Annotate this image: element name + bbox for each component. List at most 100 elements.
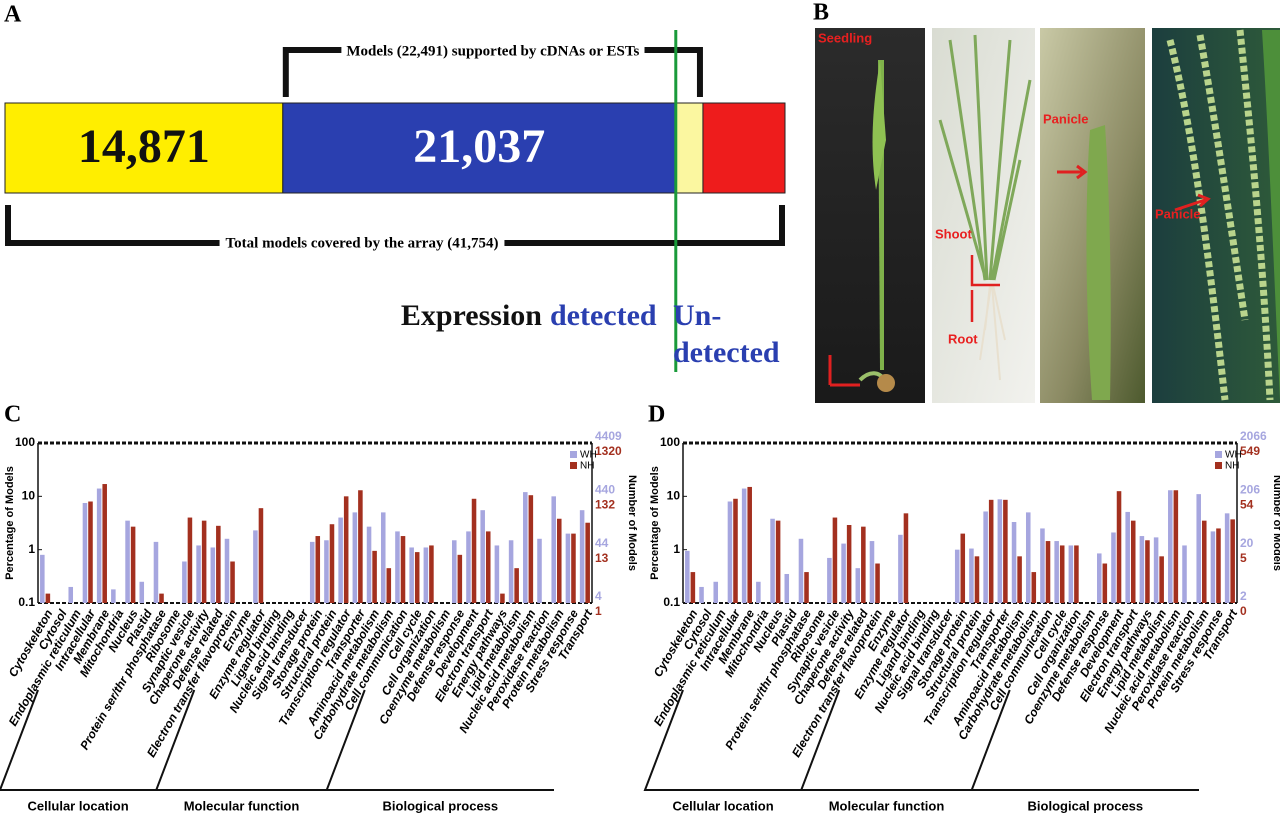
- bar: [102, 484, 107, 603]
- bar: [508, 540, 514, 603]
- bar: [358, 490, 363, 603]
- bar: [1045, 541, 1051, 603]
- panel-letter: D: [648, 402, 665, 428]
- bar: [556, 518, 562, 603]
- bar: [1116, 491, 1122, 603]
- photo-label: Root: [948, 331, 978, 346]
- bar: [480, 510, 485, 603]
- bar: [1182, 545, 1187, 603]
- group-label: Cellular location: [28, 798, 129, 813]
- bar: [130, 526, 136, 603]
- bar: [1230, 519, 1235, 603]
- bar: [741, 488, 747, 603]
- bar: [1040, 528, 1045, 603]
- bar: [1102, 563, 1108, 603]
- y-tick-label: 10: [667, 489, 681, 503]
- bar: [187, 517, 193, 603]
- bar: [224, 538, 230, 603]
- bar: [329, 524, 335, 603]
- y2-tick-label: 4409: [595, 429, 622, 443]
- bar: [983, 511, 988, 603]
- bar: [258, 508, 264, 603]
- photo-label: Panicle: [1043, 111, 1089, 126]
- bar: [366, 526, 372, 603]
- bracket-label: Models (22,491) supported by cDNAs or ES…: [346, 43, 639, 59]
- bar: [429, 545, 434, 603]
- bar: [1201, 520, 1207, 603]
- bar: [494, 545, 500, 603]
- y2-axis-title: Number of Models: [1271, 475, 1280, 571]
- bar: [423, 547, 429, 603]
- bar: [770, 518, 775, 603]
- bar: [855, 568, 861, 603]
- bar: [579, 510, 585, 603]
- bar: [969, 548, 974, 603]
- label-bg: [219, 235, 505, 252]
- bar: [352, 512, 358, 603]
- legend-label: WH: [1225, 450, 1242, 461]
- y2-tick-label: 132: [595, 498, 615, 512]
- legend-label: WH: [580, 450, 597, 461]
- panel-letter: B: [813, 0, 829, 26]
- y2-tick-label: 1: [595, 604, 602, 618]
- bar: [111, 589, 116, 603]
- bar: [798, 538, 804, 603]
- bar: [565, 533, 571, 603]
- y2-tick-label: 549: [1240, 444, 1260, 458]
- bar: [343, 496, 349, 603]
- bar: [775, 520, 781, 603]
- bar: [690, 572, 696, 603]
- bar: [1196, 494, 1201, 603]
- bar: [869, 541, 875, 603]
- bar: [309, 541, 315, 603]
- group-bracket: [970, 689, 1199, 791]
- detected-label: detected: [550, 299, 657, 332]
- y-tick-label: 100: [15, 435, 35, 449]
- y2-tick-label: 20: [1240, 536, 1254, 550]
- y2-tick-label: 4: [595, 589, 602, 603]
- bar: [1168, 490, 1173, 603]
- bar: [96, 488, 102, 603]
- bar: [1145, 540, 1150, 603]
- photos: [815, 28, 1280, 403]
- y2-tick-label: 206: [1240, 483, 1260, 497]
- bar: [216, 525, 221, 603]
- legend-swatch: [1215, 451, 1222, 458]
- photo-label: Panicle: [1155, 206, 1201, 221]
- photo-label: Shoot: [935, 226, 972, 241]
- bar: [500, 593, 505, 603]
- legend-swatch: [570, 451, 577, 458]
- legend-label: NH: [580, 461, 594, 472]
- segment-label: 14,871: [78, 120, 210, 173]
- bar: [997, 499, 1003, 603]
- legend-label: NH: [1225, 461, 1239, 472]
- bar: [1059, 545, 1065, 603]
- bar: [471, 498, 477, 603]
- bar: [514, 568, 519, 603]
- bar-segment: [282, 102, 677, 194]
- group-bracket: [643, 689, 802, 791]
- bar: [988, 499, 994, 603]
- bar: [523, 492, 528, 603]
- bar: [551, 496, 556, 603]
- photo-label: Seedling: [818, 30, 872, 45]
- bar: [201, 520, 207, 603]
- bar: [960, 533, 966, 603]
- y-tick-label: 0.1: [18, 595, 35, 609]
- group-label: Cellular location: [673, 798, 774, 813]
- bar: [861, 526, 866, 603]
- bar: [685, 550, 690, 603]
- bar: [1031, 572, 1037, 603]
- bar: [1173, 490, 1179, 603]
- y2-tick-label: 2066: [1240, 429, 1267, 443]
- bar: [1210, 531, 1216, 603]
- bracket-label: Total models covered by the array (41,75…: [226, 235, 499, 251]
- bar: [395, 531, 400, 603]
- bar: [571, 533, 576, 603]
- y-tick-label: 100: [660, 435, 680, 449]
- bar: [1159, 556, 1164, 603]
- y-axis-title: Percentage of Models: [4, 466, 16, 580]
- bar: [400, 536, 406, 603]
- bar: [466, 531, 471, 603]
- y-tick-label: 10: [22, 489, 36, 503]
